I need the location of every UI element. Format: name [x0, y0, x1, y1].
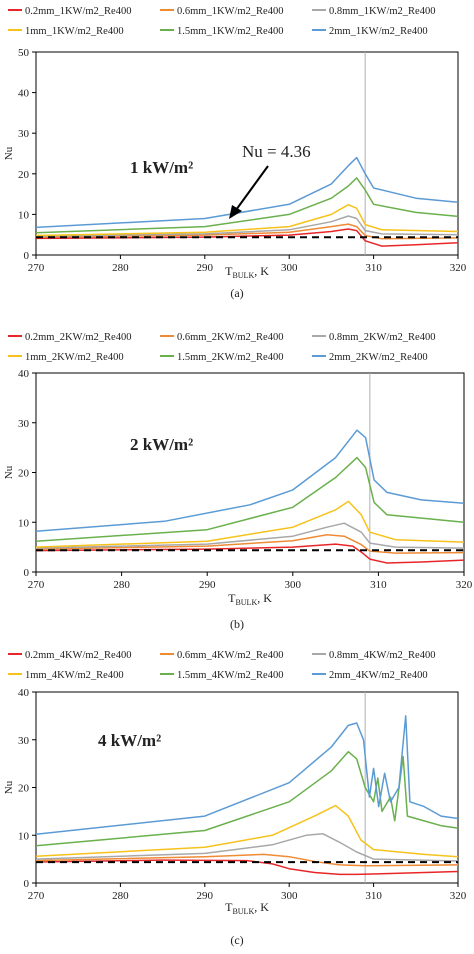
- legend-entry: 0.8mm_4KW/m2_Re400: [329, 650, 435, 661]
- legend-entry: 0.2mm_1KW/m2_Re400: [25, 6, 131, 17]
- x-tick-label: 300: [281, 262, 298, 274]
- legend-entry: 1mm_1KW/m2_Re400: [25, 26, 124, 37]
- series-line: [35, 853, 459, 867]
- panel-label: (b): [230, 617, 244, 631]
- x-axis-label: TBULK, K: [225, 264, 269, 280]
- y-axis-label: Nu: [3, 465, 15, 479]
- y-tick-label: 30: [18, 418, 30, 430]
- x-tick-label: 320: [450, 262, 467, 274]
- y-tick-label: 30: [18, 128, 30, 140]
- series-line: [35, 429, 465, 532]
- panel-label: (c): [230, 933, 243, 947]
- x-axis-label: TBULK, K: [228, 591, 272, 607]
- y-tick-label: 20: [18, 468, 30, 480]
- plot-frame: [35, 372, 465, 573]
- y-tick-label: 40: [18, 88, 30, 100]
- y-axis-label: Nu: [3, 780, 15, 794]
- legend-entry: 1mm_4KW/m2_Re400: [25, 670, 124, 681]
- x-tick-label: 280: [112, 890, 129, 902]
- x-tick-label: 310: [370, 579, 387, 591]
- panel-label: (a): [230, 286, 243, 300]
- chart-panel-1: 0.2mm_1KW/m2_Re400 0.6mm_1KW/m2_Re400 0.8m…: [3, 6, 467, 300]
- heat-flux-annotation: 2 kW/m²: [130, 435, 193, 454]
- legend-entry: 0.2mm_2KW/m2_Re400: [25, 332, 131, 343]
- y-tick-label: 30: [18, 735, 30, 747]
- legend-entry: 1.5mm_4KW/m2_Re400: [177, 670, 283, 681]
- series-line: [35, 156, 459, 229]
- y-tick-label: 50: [18, 47, 30, 59]
- legend-entry: 0.2mm_4KW/m2_Re400: [25, 650, 131, 661]
- reference-annotation: Nu = 4.36: [242, 142, 311, 161]
- x-tick-label: 270: [28, 579, 45, 591]
- series-line: [35, 500, 465, 548]
- x-tick-label: 280: [113, 579, 130, 591]
- series-line: [35, 543, 465, 564]
- legend-entry: 2mm_2KW/m2_Re400: [329, 352, 428, 363]
- series-line: [35, 804, 459, 858]
- legend-entry: 0.6mm_1KW/m2_Re400: [177, 6, 283, 17]
- series-line: [35, 456, 465, 542]
- x-tick-label: 300: [285, 579, 302, 591]
- legend-entry: 0.8mm_1KW/m2_Re400: [329, 6, 435, 17]
- y-tick-label: 0: [24, 567, 30, 579]
- y-tick-label: 20: [18, 783, 30, 795]
- annotation-arrow: [235, 165, 269, 211]
- heat-flux-annotation: 4 kW/m²: [98, 731, 161, 750]
- x-axis-label: TBULK, K: [225, 900, 269, 916]
- series-line: [35, 833, 459, 862]
- x-tick-label: 290: [197, 262, 214, 274]
- x-tick-label: 310: [365, 890, 382, 902]
- series-line: [35, 750, 459, 847]
- legend-entry: 0.6mm_2KW/m2_Re400: [177, 332, 283, 343]
- legend-entry: 0.6mm_4KW/m2_Re400: [177, 650, 283, 661]
- series-line: [35, 228, 459, 247]
- series-line: [35, 715, 459, 836]
- arrow-head: [229, 205, 242, 219]
- legend-entry: 1.5mm_2KW/m2_Re400: [177, 352, 283, 363]
- series-line: [35, 203, 459, 237]
- x-tick-label: 320: [450, 890, 467, 902]
- legend-entry: 1mm_2KW/m2_Re400: [25, 352, 124, 363]
- chart-panel-2: 0.2mm_2KW/m2_Re400 0.6mm_2KW/m2_Re400 0.8m…: [3, 332, 473, 631]
- legend-entry: 0.8mm_2KW/m2_Re400: [329, 332, 435, 343]
- y-tick-label: 10: [18, 517, 30, 529]
- y-tick-label: 0: [24, 878, 30, 890]
- x-tick-label: 300: [281, 890, 298, 902]
- x-tick-label: 310: [365, 262, 382, 274]
- series-line: [35, 215, 459, 238]
- y-tick-label: 20: [18, 169, 30, 181]
- series-line: [35, 533, 465, 554]
- chart-panel-3: 0.2mm_4KW/m2_Re400 0.6mm_4KW/m2_Re400 0.8m…: [3, 650, 467, 947]
- plot-frame: [35, 51, 459, 256]
- heat-flux-annotation: 1 kW/m²: [130, 158, 193, 177]
- legend-entry: 2mm_4KW/m2_Re400: [329, 670, 428, 681]
- y-tick-label: 10: [18, 209, 30, 221]
- y-tick-label: 0: [24, 250, 30, 262]
- x-tick-label: 290: [199, 579, 216, 591]
- y-tick-label: 10: [18, 830, 30, 842]
- legend-entry: 2mm_1KW/m2_Re400: [329, 26, 428, 37]
- x-tick-label: 270: [28, 262, 45, 274]
- series-line: [35, 177, 459, 234]
- y-tick-label: 40: [18, 687, 30, 699]
- series-line: [35, 522, 465, 549]
- legend-entry: 1.5mm_1KW/m2_Re400: [177, 26, 283, 37]
- x-tick-label: 320: [456, 579, 473, 591]
- x-tick-label: 270: [28, 890, 45, 902]
- y-tick-label: 40: [18, 368, 30, 380]
- x-tick-label: 280: [112, 262, 129, 274]
- y-axis-label: Nu: [3, 146, 15, 160]
- x-tick-label: 290: [197, 890, 214, 902]
- series-line: [35, 859, 459, 876]
